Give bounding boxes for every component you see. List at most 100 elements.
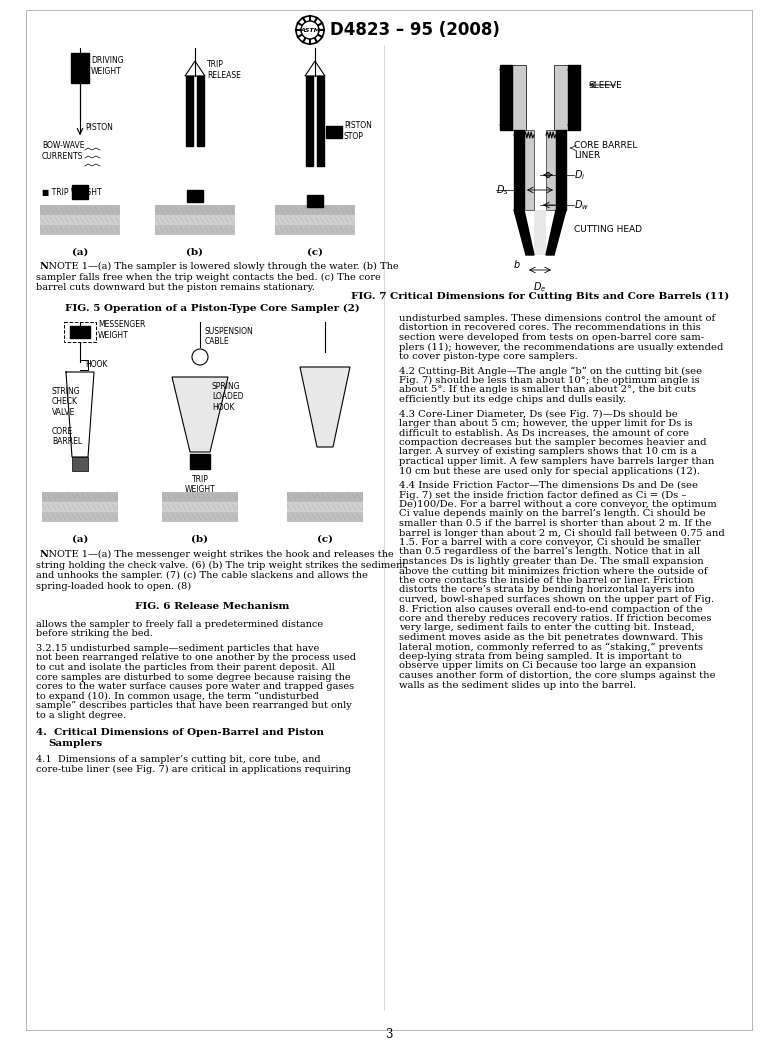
Text: N: N: [40, 550, 49, 559]
Text: to expand (10). In common usage, the term “undisturbed: to expand (10). In common usage, the ter…: [36, 691, 319, 701]
Text: (b): (b): [191, 535, 209, 544]
Bar: [42, 492, 118, 502]
Text: smaller than 0.5 if the barrel is shorter than about 2 m. If the: smaller than 0.5 if the barrel is shorte…: [399, 519, 712, 528]
Text: very large, sediment fails to enter the cutting bit. Instead,: very large, sediment fails to enter the …: [399, 624, 695, 633]
Bar: [186, 76, 193, 146]
Text: to cover piston-type core samplers.: to cover piston-type core samplers.: [399, 352, 577, 361]
Text: section were developed from tests on open-barrel core sam-: section were developed from tests on ope…: [399, 333, 704, 342]
Text: curved, bowl-shaped surfaces shown on the upper part of Fig.: curved, bowl-shaped surfaces shown on th…: [399, 595, 714, 604]
Text: to cut and isolate the particles from their parent deposit. All: to cut and isolate the particles from th…: [36, 663, 335, 672]
Bar: [162, 492, 238, 502]
Bar: [275, 215, 355, 225]
Text: not been rearranged relative to one another by the process used: not been rearranged relative to one anot…: [36, 654, 356, 662]
Text: barrel is longer than about 2 m, Ci should fall between 0.75 and: barrel is longer than about 2 m, Ci shou…: [399, 529, 725, 537]
Bar: [40, 225, 120, 235]
Text: distorts the core’s strata by bending horizontal layers into: distorts the core’s strata by bending ho…: [399, 585, 695, 594]
Text: TRIP
RELEASE: TRIP RELEASE: [207, 60, 241, 80]
Bar: [155, 225, 235, 235]
Text: b: b: [514, 260, 520, 270]
Text: 4.1  Dimensions of a sampler’s cutting bit, core tube, and: 4.1 Dimensions of a sampler’s cutting bi…: [36, 755, 321, 764]
Text: $D_w$: $D_w$: [574, 198, 589, 212]
Text: ASTM: ASTM: [300, 27, 320, 32]
Text: FIG. 6 Release Mechanism: FIG. 6 Release Mechanism: [135, 602, 289, 611]
Text: compaction decreases but the sampler becomes heavier and: compaction decreases but the sampler bec…: [399, 438, 706, 447]
Text: difficult to establish. As Ds increases, the amount of core: difficult to establish. As Ds increases,…: [399, 429, 689, 437]
Bar: [534, 210, 546, 255]
Bar: [155, 215, 235, 225]
Text: efficiently but its edge chips and dulls easily.: efficiently but its edge chips and dulls…: [399, 395, 626, 404]
Bar: [306, 76, 313, 166]
Text: deep-lying strata from being sampled. It is important to: deep-lying strata from being sampled. It…: [399, 652, 682, 661]
Text: distortion in recovered cores. The recommendations in this: distortion in recovered cores. The recom…: [399, 324, 701, 332]
Text: Ci value depends mainly on the barrel’s length. Ci should be: Ci value depends mainly on the barrel’s …: [399, 509, 706, 518]
Text: Fig. 7) set the inside friction factor defined as Ci = (Ds –: Fig. 7) set the inside friction factor d…: [399, 490, 686, 500]
Polygon shape: [514, 210, 534, 255]
Text: $D_i$: $D_i$: [574, 168, 585, 182]
Bar: [40, 215, 120, 225]
Text: LINER: LINER: [574, 152, 601, 160]
Bar: [72, 457, 88, 471]
Text: $D_s$: $D_s$: [496, 183, 509, 197]
Text: observe upper limits on Ci because too large an expansion: observe upper limits on Ci because too l…: [399, 661, 696, 670]
Bar: [162, 502, 238, 512]
Bar: [287, 502, 363, 512]
Text: larger. A survey of existing samplers shows that 10 cm is a: larger. A survey of existing samplers sh…: [399, 448, 697, 457]
Text: undisturbed samples. These dimensions control the amount of: undisturbed samples. These dimensions co…: [399, 314, 715, 323]
Bar: [524, 130, 534, 210]
Polygon shape: [172, 377, 228, 452]
Text: NOTE 1—(a) The messenger weight strikes the hook and releases the
string holding: NOTE 1—(a) The messenger weight strikes …: [36, 550, 406, 591]
Text: BOW-WAVE
CURRENTS: BOW-WAVE CURRENTS: [42, 142, 85, 160]
Text: CORE
BARREL: CORE BARREL: [52, 427, 82, 447]
Text: instances Ds is lightly greater than De. The small expansion: instances Ds is lightly greater than De.…: [399, 557, 704, 566]
Bar: [554, 65, 568, 130]
Bar: [64, 322, 96, 342]
Text: core samples are disturbed to some degree because raising the: core samples are disturbed to some degre…: [36, 672, 351, 682]
Bar: [72, 185, 88, 199]
Text: (a): (a): [72, 535, 88, 544]
Polygon shape: [300, 367, 350, 447]
Text: CORE BARREL: CORE BARREL: [574, 141, 637, 150]
Text: sample” describes particles that have been rearranged but only: sample” describes particles that have be…: [36, 701, 352, 710]
Text: D4823 – 95 (2008): D4823 – 95 (2008): [330, 21, 500, 39]
Text: causes another form of distortion, the core slumps against the: causes another form of distortion, the c…: [399, 671, 716, 680]
Text: core-tube liner (see Fig. 7) are critical in applications requiring: core-tube liner (see Fig. 7) are critica…: [36, 764, 351, 773]
Text: DRIVING
WEIGHT: DRIVING WEIGHT: [91, 56, 124, 76]
Bar: [197, 76, 204, 146]
Text: allows the sampler to freely fall a predetermined distance: allows the sampler to freely fall a pred…: [36, 620, 323, 629]
Text: 3.2.15 undisturbed sample—sediment particles that have: 3.2.15 undisturbed sample—sediment parti…: [36, 644, 319, 653]
Bar: [307, 195, 323, 207]
Bar: [190, 454, 210, 469]
Text: SPRING
LOADED
HOOK: SPRING LOADED HOOK: [212, 382, 244, 412]
Bar: [155, 205, 235, 215]
Bar: [275, 225, 355, 235]
Text: 4.3 Core-Liner Diameter, Ds (see Fig. 7)—Ds should be: 4.3 Core-Liner Diameter, Ds (see Fig. 7)…: [399, 409, 678, 418]
Polygon shape: [546, 210, 566, 255]
Polygon shape: [305, 61, 325, 76]
Bar: [42, 512, 118, 522]
Text: larger than about 5 cm; however, the upper limit for Ds is: larger than about 5 cm; however, the upp…: [399, 418, 692, 428]
Text: (b): (b): [187, 248, 204, 257]
Bar: [514, 130, 524, 210]
Text: SUSPENSION
CABLE: SUSPENSION CABLE: [205, 327, 254, 347]
Text: 10 cm but these are used only for special applications (12).: 10 cm but these are used only for specia…: [399, 466, 700, 476]
Text: CUTTING HEAD: CUTTING HEAD: [574, 226, 642, 234]
Bar: [275, 205, 355, 215]
Text: walls as the sediment slides up into the barrel.: walls as the sediment slides up into the…: [399, 681, 636, 689]
Text: $D_e$: $D_e$: [533, 280, 547, 294]
Bar: [71, 53, 89, 83]
Bar: [70, 326, 90, 338]
Bar: [546, 130, 556, 210]
Text: NOTE 1—(a) The sampler is lowered slowly through the water. (b) The
sampler fall: NOTE 1—(a) The sampler is lowered slowly…: [36, 262, 398, 293]
Text: about 5°. If the angle is smaller than about 2°, the bit cuts: about 5°. If the angle is smaller than a…: [399, 385, 696, 395]
Bar: [40, 205, 120, 215]
Text: sediment moves aside as the bit penetrates downward. This: sediment moves aside as the bit penetrat…: [399, 633, 703, 642]
Text: N: N: [40, 262, 49, 271]
Text: STRING
CHECK
VALVE: STRING CHECK VALVE: [52, 387, 81, 416]
Text: than 0.5 regardless of the barrel’s length. Notice that in all: than 0.5 regardless of the barrel’s leng…: [399, 548, 700, 557]
Bar: [162, 512, 238, 522]
Text: HOOK: HOOK: [85, 360, 107, 369]
Bar: [317, 76, 324, 166]
Text: 3: 3: [385, 1029, 393, 1041]
Bar: [512, 65, 526, 130]
Text: (a): (a): [72, 248, 88, 257]
